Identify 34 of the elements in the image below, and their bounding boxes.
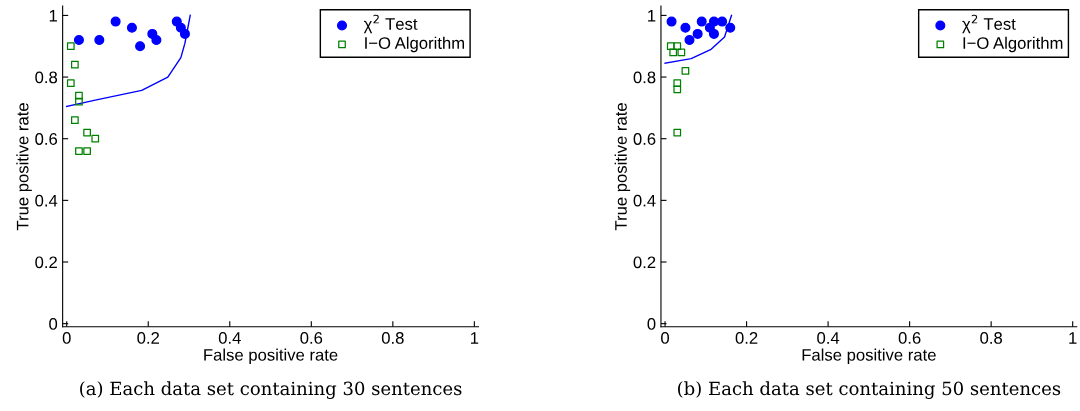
y-tick-label: 0.8 <box>633 71 656 84</box>
x-tick-label: 0.6 <box>898 332 921 344</box>
y-axis-title: True positive rate <box>16 103 32 231</box>
y-tick-label: 1 <box>648 9 656 22</box>
y-tick-label: 0.6 <box>633 133 656 145</box>
y-tick-label: 0.2 <box>633 256 656 269</box>
y-axis-title: True positive rate <box>614 103 631 231</box>
x-tick-label: 0.2 <box>735 332 758 344</box>
x-tick-label: 0.8 <box>980 332 1003 344</box>
x-axis-title: False positive rate <box>204 348 338 365</box>
x-axis-title: False positive rate <box>802 348 936 365</box>
legend-label: I−O Algorithm <box>365 36 465 53</box>
y-tick-label: 0.8 <box>35 71 58 84</box>
x-tick-label: 1 <box>471 332 479 344</box>
y-tick-label: 0 <box>49 318 58 330</box>
legend-label: I−O Algorithm <box>963 36 1063 53</box>
y-tick-label: 1 <box>49 9 57 22</box>
y-tick-label: 0.4 <box>633 194 656 207</box>
y-tick-label: 0.6 <box>35 133 58 145</box>
x-tick-label: 0.6 <box>300 332 323 344</box>
text: (a) Each data set containing 30 sentences <box>80 381 462 399</box>
x-tick-label: 0.8 <box>381 332 404 344</box>
x-tick-label: 0.4 <box>218 332 241 344</box>
y-tick-label: 0 <box>647 318 656 330</box>
y-tick-label: 0.4 <box>35 194 58 207</box>
x-tick-label: 0.4 <box>817 332 840 344</box>
x-tick-label: 1 <box>1069 332 1077 344</box>
legend-label: χ$^{2}$ Test <box>363 14 418 34</box>
y-tick-label: 0.2 <box>35 256 57 269</box>
x-tick-label: 0 <box>62 332 71 344</box>
x-tick-label: 0 <box>661 332 670 344</box>
x-tick-label: 0.2 <box>137 332 159 344</box>
text: (b) Each data set containing 50 sentences <box>678 381 1061 399</box>
legend-label: χ$^{2}$ Test <box>962 14 1016 34</box>
